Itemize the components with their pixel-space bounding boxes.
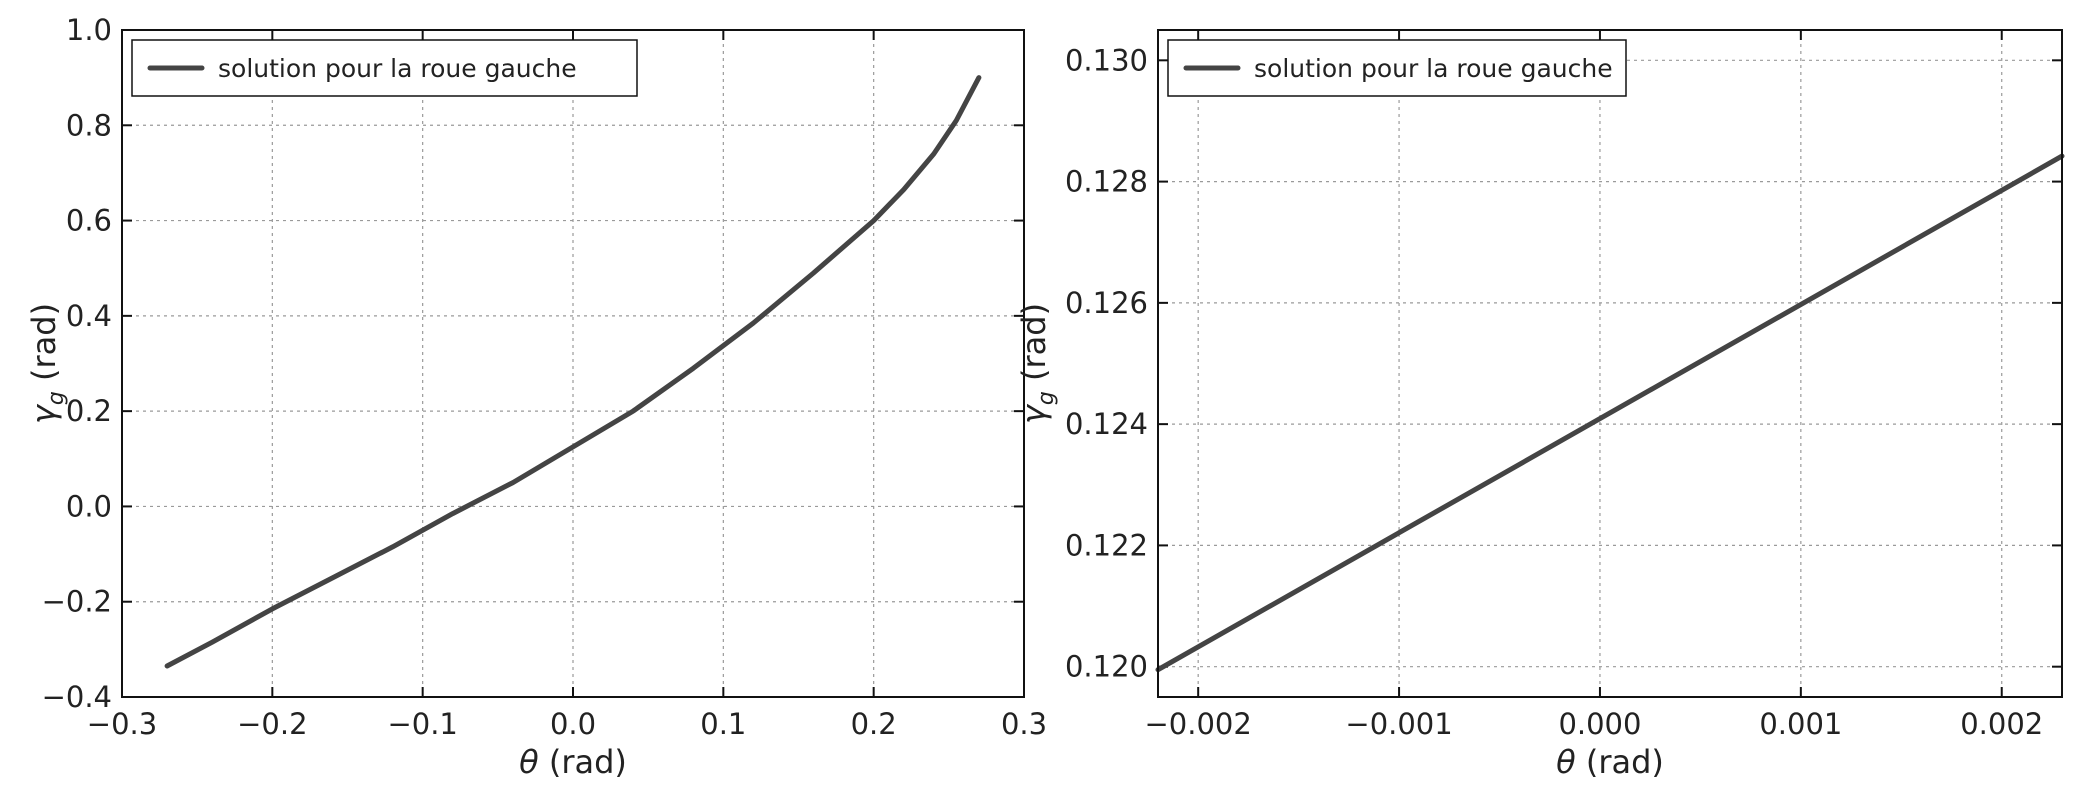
y-tick-label: −0.4 [42, 680, 112, 714]
x-tick-label: −0.2 [237, 707, 307, 741]
x-tick-label: 0.2 [851, 707, 897, 741]
y-tick-label: 0.8 [66, 108, 112, 142]
y-tick-label: 0.124 [1065, 407, 1148, 441]
x-tick-label: −0.001 [1345, 707, 1452, 741]
series-line [1155, 153, 2065, 673]
y-tick-label: 0.4 [66, 299, 112, 333]
y-tick-label: 0.130 [1065, 43, 1148, 77]
legend-label: solution pour la roue gauche [218, 54, 577, 83]
y-axis-label: γg (rad) [25, 303, 69, 424]
legend-label: solution pour la roue gauche [1254, 54, 1613, 83]
y-tick-label: 0.0 [66, 489, 112, 523]
y-tick-label: 0.122 [1065, 528, 1148, 562]
x-axis-label: θ (rad) [519, 743, 627, 781]
x-tick-label: 0.0 [550, 707, 596, 741]
plot-frame [121, 29, 1025, 698]
legend-box [131, 39, 638, 97]
x-axis-label: θ (rad) [1556, 743, 1664, 781]
y-tick-label: −0.2 [42, 585, 112, 619]
x-tick-label: −0.002 [1145, 707, 1252, 741]
y-tick-label: 1.0 [66, 13, 112, 47]
series-line [164, 75, 982, 669]
x-tick-label: −0.3 [87, 707, 157, 741]
plot-frame [1157, 29, 2063, 698]
legend-box [1167, 39, 1627, 97]
y-tick-label: 0.120 [1065, 650, 1148, 684]
x-tick-label: 0.001 [1759, 707, 1842, 741]
x-tick-label: 0.000 [1558, 707, 1641, 741]
y-axis-label: γg (rad) [1015, 303, 1059, 424]
y-tick-label: 0.128 [1065, 165, 1148, 199]
right-chart: −0.002 −0.001 0.000 0.001 0.002 0.120 0.122 0.1… [1015, 29, 2065, 781]
x-tick-label: −0.1 [387, 707, 457, 741]
x-tick-label: 0.3 [1001, 707, 1047, 741]
y-tick-label: 0.2 [66, 394, 112, 428]
left-chart: −0.3 −0.2 −0.1 0.0 0.1 0.2 0.3 −0.4 −0.2 0.0 0.2 0.… [25, 13, 1047, 781]
y-tick-label: 0.126 [1065, 286, 1148, 320]
x-tick-label: 0.002 [1960, 707, 2043, 741]
x-tick-label: 0.1 [700, 707, 746, 741]
y-tick-label: 0.6 [66, 204, 112, 238]
